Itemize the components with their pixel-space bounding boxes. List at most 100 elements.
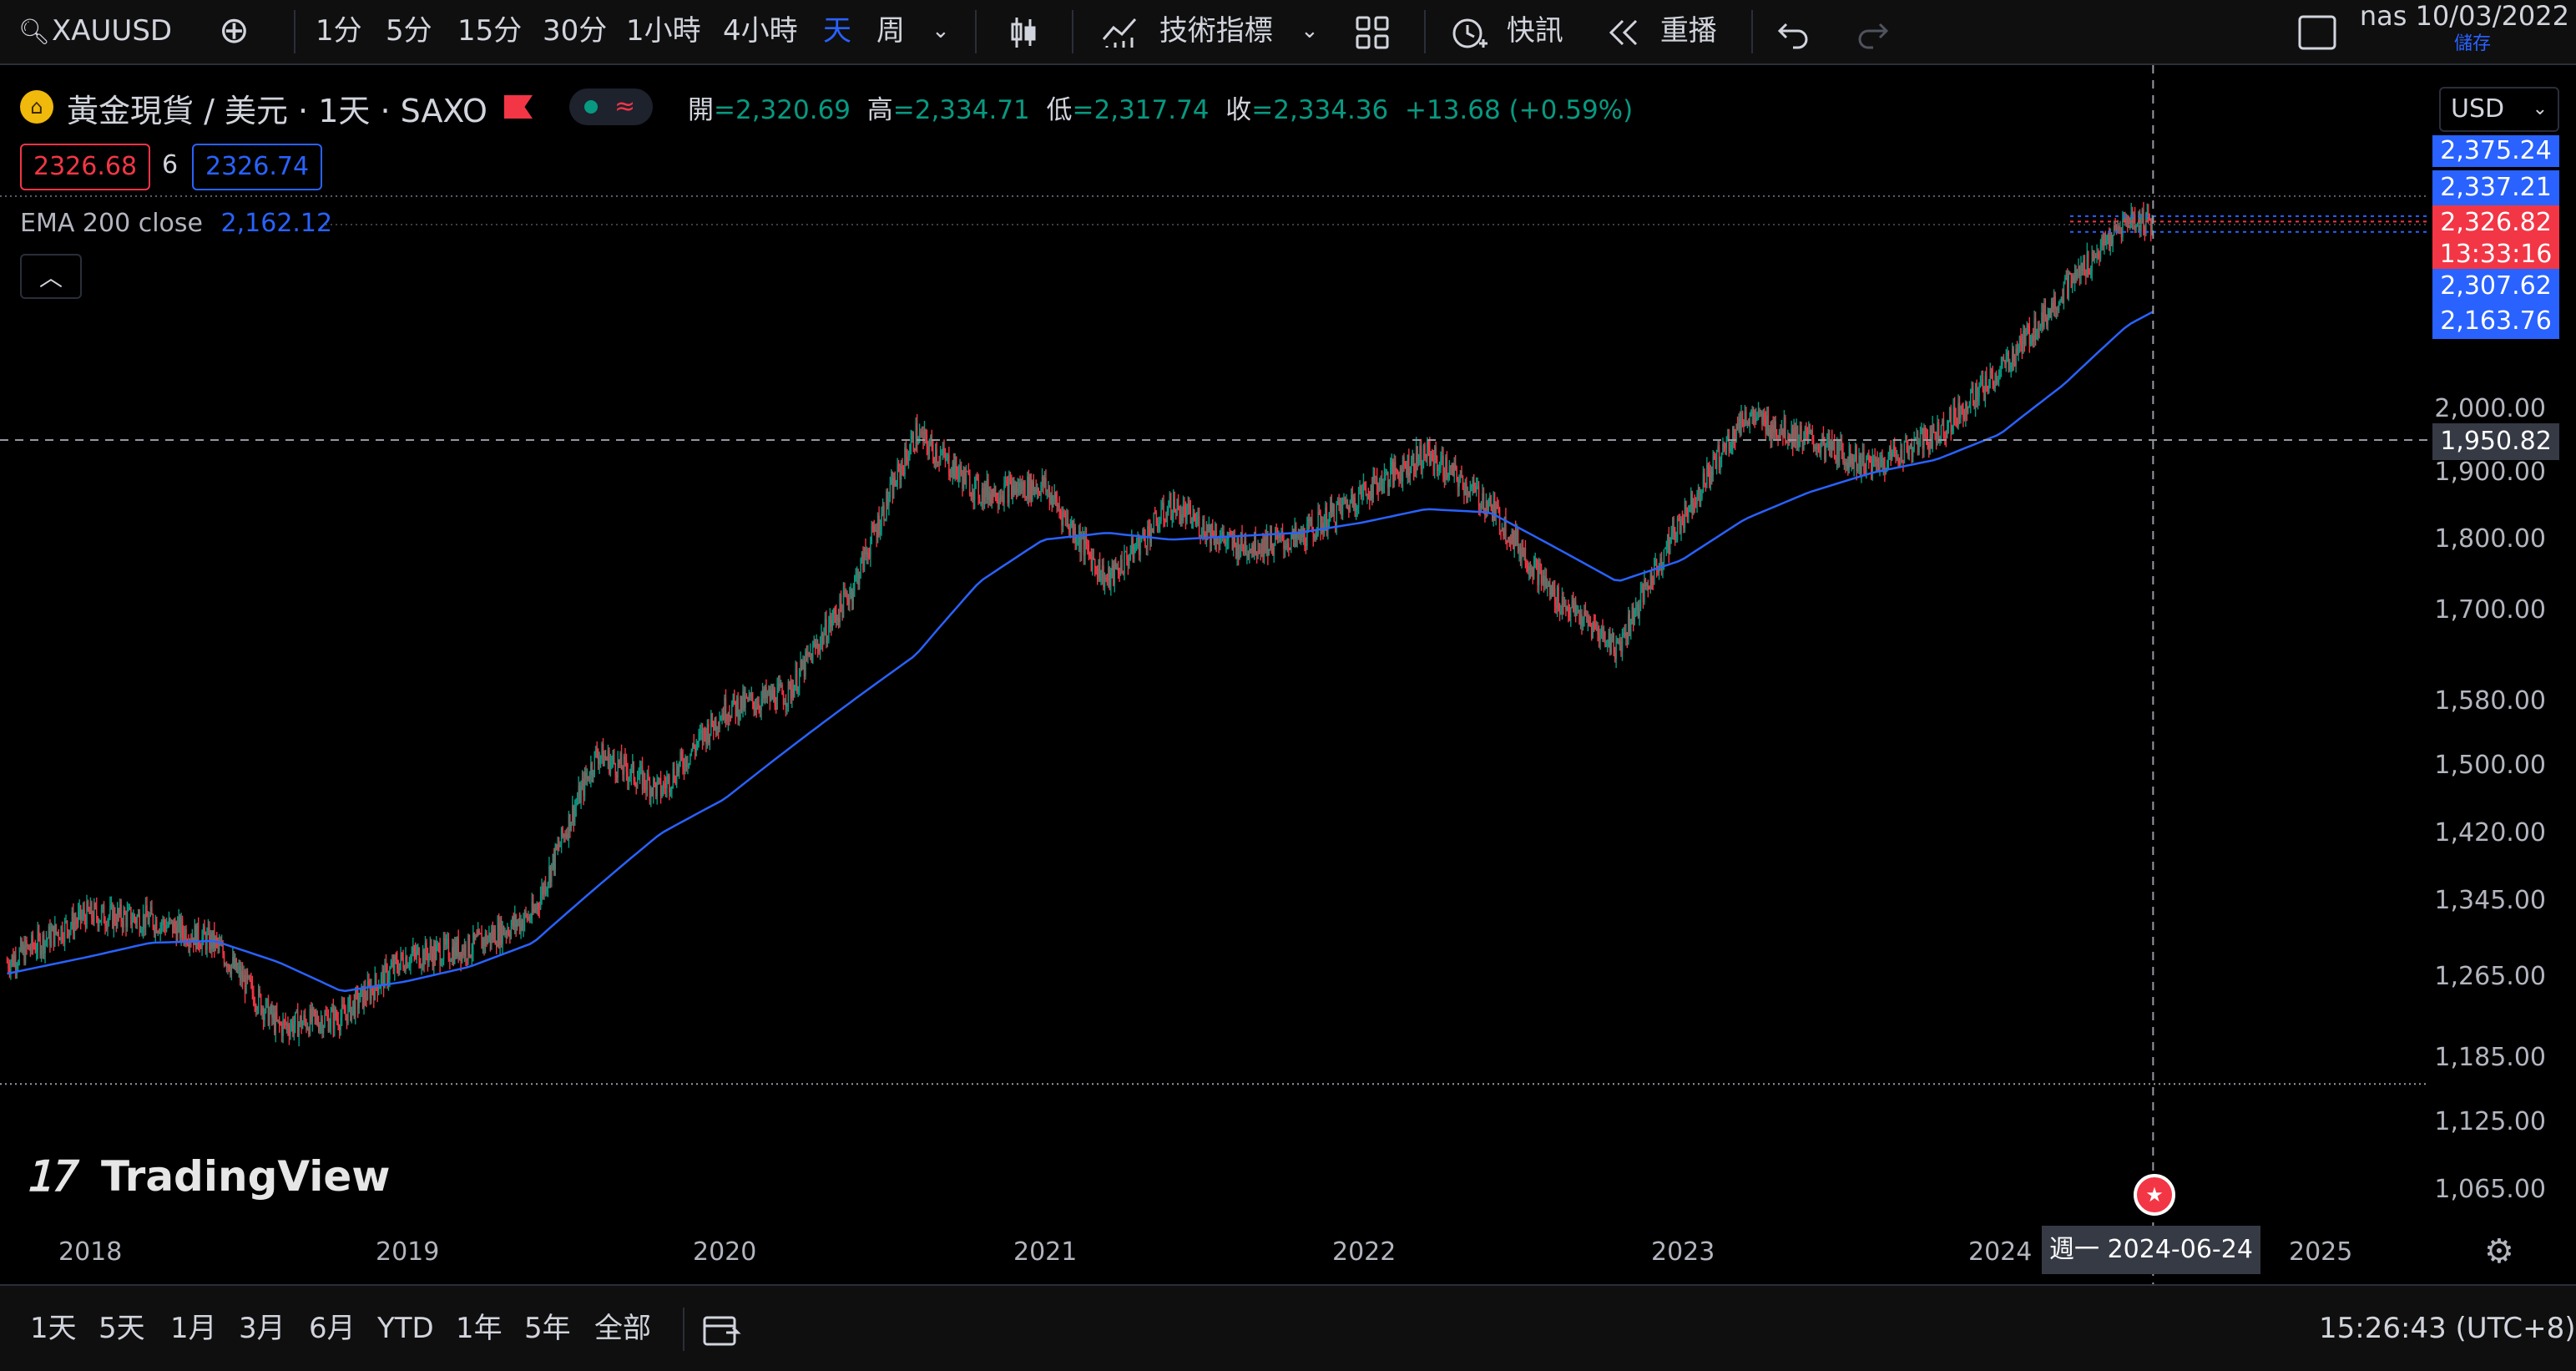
candle-body [826,640,829,644]
layout-name[interactable]: nas 10/03/2022 [2359,0,2569,32]
candle-body [2023,331,2026,345]
candle-body [253,993,255,1005]
range-1d[interactable]: 1天 [30,1312,77,1345]
symbol-title[interactable]: 黃金現貨 / 美元 · 1天 · SAXO [67,93,487,129]
candle-body [2008,352,2009,370]
goto-date-icon[interactable] [701,1304,743,1353]
candle-body [1390,466,1392,481]
layout-grid-icon[interactable] [1354,7,1391,55]
candle-body [1516,529,1518,546]
candle-body [1798,442,1800,448]
compare-add-icon[interactable]: ⊕ [219,9,250,52]
candle-body [1241,533,1243,546]
interval-15m[interactable]: 15分 [457,14,523,48]
candle-body [1498,508,1501,531]
candle-body [1140,536,1143,542]
candle-body [353,1000,355,1018]
candle-body [1077,543,1078,544]
candle-body [1383,472,1386,484]
candle-body [497,923,498,947]
candle-body [1709,468,1710,484]
candle-body [2150,219,2152,233]
candle-body [1679,519,1681,534]
candle-body [2076,272,2078,280]
alert-button[interactable]: 快訊 [1449,7,1563,55]
candle-body [854,577,856,592]
bid-button[interactable]: 2326.68 [20,144,151,190]
save-label[interactable]: 儲存 [2453,33,2491,54]
interval-30m[interactable]: 30分 [543,14,608,48]
candle-body [1816,445,1818,450]
candle-body [1783,417,1786,438]
range-3m[interactable]: 3月 [239,1312,285,1345]
candle-body [1029,474,1031,500]
fullscreen-icon[interactable] [2297,7,2337,55]
candles-icon[interactable] [1005,7,1042,55]
candle-body [1396,471,1397,473]
candle-body [2009,368,2011,370]
chart-pane[interactable] [0,65,2576,1284]
candle-body [70,925,72,930]
candle-body [805,651,806,676]
candle-body [747,696,749,701]
range-1y[interactable]: 1年 [456,1312,503,1345]
settings-gear-icon[interactable]: ⚙ [2484,1232,2514,1271]
candle-body [1402,457,1404,482]
candle-body [1454,463,1457,468]
interval-1h[interactable]: 1小時 [626,14,701,48]
candle-body [1485,501,1488,515]
candle-body [773,690,775,700]
candle-body [1584,610,1587,616]
interval-4h[interactable]: 4小時 [723,14,798,48]
candle-body [900,465,902,480]
market-status-pill[interactable]: ≈ [569,89,653,125]
range-5y[interactable]: 5年 [524,1312,571,1345]
replay-button[interactable]: 重播 [1606,7,1717,55]
indicators-button[interactable]: 技術指標 [1100,7,1273,55]
range-6m[interactable]: 6月 [309,1312,356,1345]
candle-body [1722,443,1724,453]
redo-icon[interactable] [1855,7,1892,55]
candle-body [463,944,466,956]
candle-body [1212,524,1214,538]
interval-1d[interactable]: 天 [823,14,851,48]
candle-body [1159,521,1161,525]
candle-body [938,461,940,463]
candle-body [68,929,71,937]
undo-icon[interactable] [1775,7,1811,55]
tag-level-2: 2,307.62 [2432,269,2559,304]
candle-body [1210,524,1212,544]
range-1m[interactable]: 1月 [170,1312,217,1345]
candle-body [1944,436,1946,438]
candle-body [664,785,667,789]
interval-1m[interactable]: 1分 [316,14,362,48]
collapse-legend-button[interactable]: ︿ [20,254,82,299]
range-5d[interactable]: 5天 [98,1312,145,1345]
ema-legend[interactable]: EMA 200 close 2,162.12 [20,209,332,238]
candle-body [1462,478,1464,490]
symbol-label[interactable]: XAUUSD [52,14,173,48]
clock-timezone[interactable]: 15:26:43 (UTC+8) [2319,1312,2576,1345]
candle-body [1838,441,1841,465]
candle-body [479,933,482,934]
interval-1w[interactable]: 周 [876,14,905,48]
symbol-search[interactable]: 🔍︎ [18,7,50,55]
low-key: 低 [1046,95,1073,125]
candle-body [544,882,547,893]
chevron-down-icon[interactable]: ⌄ [932,18,950,43]
ask-button[interactable]: 2326.74 [192,144,323,190]
currency-select[interactable]: USD ⌄ [2439,87,2559,132]
chevron-down-icon[interactable]: ⌄ [1301,18,1319,43]
range-ytd[interactable]: YTD [377,1312,434,1345]
candle-body [1203,519,1205,534]
candle-body [141,929,143,933]
candle-body [1583,610,1585,620]
us-flag-event-icon[interactable]: ★ [2134,1174,2175,1216]
range-all[interactable]: 全部 [594,1312,651,1345]
candle-body [1642,584,1644,603]
candle-body [1325,507,1326,523]
candle-body [282,1019,284,1036]
tag-level-1: 2,337.21 [2432,170,2559,205]
interval-5m[interactable]: 5分 [386,14,432,48]
candle-body [634,781,636,785]
